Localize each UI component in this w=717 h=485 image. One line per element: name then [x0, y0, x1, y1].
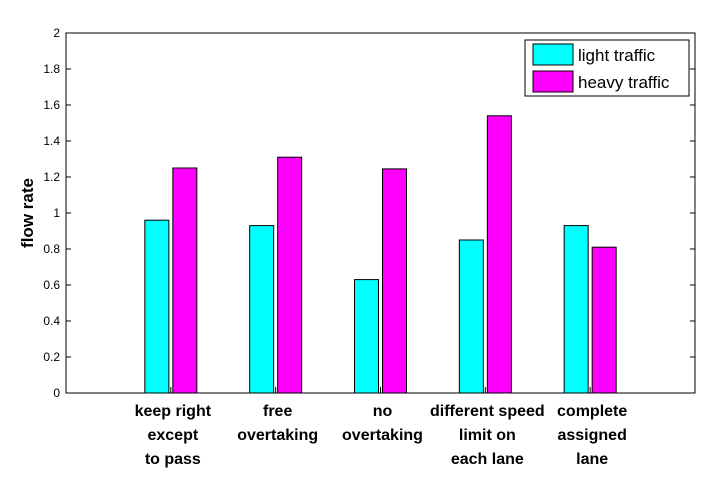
bar-light-traffic: [563, 225, 589, 394]
legend-label-heavy-traffic: heavy traffic: [578, 73, 670, 92]
y-tick-label: 0.4: [43, 314, 60, 328]
category-label: overtaking: [237, 427, 318, 444]
y-axis-label: flow rate: [18, 178, 37, 248]
category-label: overtaking: [342, 427, 423, 444]
bar-heavy-traffic: [172, 167, 198, 394]
y-tick-label: 0.2: [43, 350, 60, 364]
legend: light traffic heavy traffic: [524, 39, 690, 97]
y-tick-label: 0.6: [43, 278, 60, 292]
y-tick-label: 1.6: [43, 98, 60, 112]
y-axis-ticks: 0 0.2 0.4 0.6 0.8 1 1.2 1.4 1.6 1.8 2: [43, 26, 695, 400]
legend-swatch-light-traffic: [532, 43, 574, 66]
category-label: complete: [557, 403, 627, 420]
y-tick-label: 1.2: [43, 170, 60, 184]
category-label: except: [147, 427, 198, 444]
y-tick-label: 2: [53, 26, 60, 40]
bar-heavy-traffic: [486, 115, 512, 394]
bar-light-traffic: [144, 219, 170, 394]
y-tick-label: 1.4: [43, 134, 60, 148]
bar-heavy-traffic: [591, 246, 617, 394]
legend-label-light-traffic: light traffic: [578, 46, 656, 65]
y-tick-label: 1: [53, 206, 60, 220]
bar-light-traffic: [249, 225, 275, 394]
legend-swatch-heavy-traffic: [532, 70, 574, 93]
category-label: no: [373, 403, 393, 420]
category-label: lane: [576, 451, 608, 468]
category-label: to pass: [145, 451, 201, 468]
category-label: different speed: [430, 403, 545, 420]
bars: [144, 115, 617, 394]
y-tick-label: 1.8: [43, 62, 60, 76]
bar-light-traffic: [354, 279, 379, 394]
y-tick-label: 0.8: [43, 242, 60, 256]
category-label: limit on: [459, 427, 516, 444]
category-label: each lane: [451, 451, 524, 468]
category-label: keep right: [135, 403, 212, 420]
bar-light-traffic: [458, 239, 484, 394]
category-label: free: [263, 403, 292, 420]
category-label: assigned: [557, 427, 626, 444]
bar-heavy-traffic: [382, 168, 407, 394]
bar-heavy-traffic: [277, 156, 303, 394]
category-labels: keep right except to pass free overtaking no o…: [135, 403, 628, 468]
y-tick-label: 0: [53, 386, 60, 400]
